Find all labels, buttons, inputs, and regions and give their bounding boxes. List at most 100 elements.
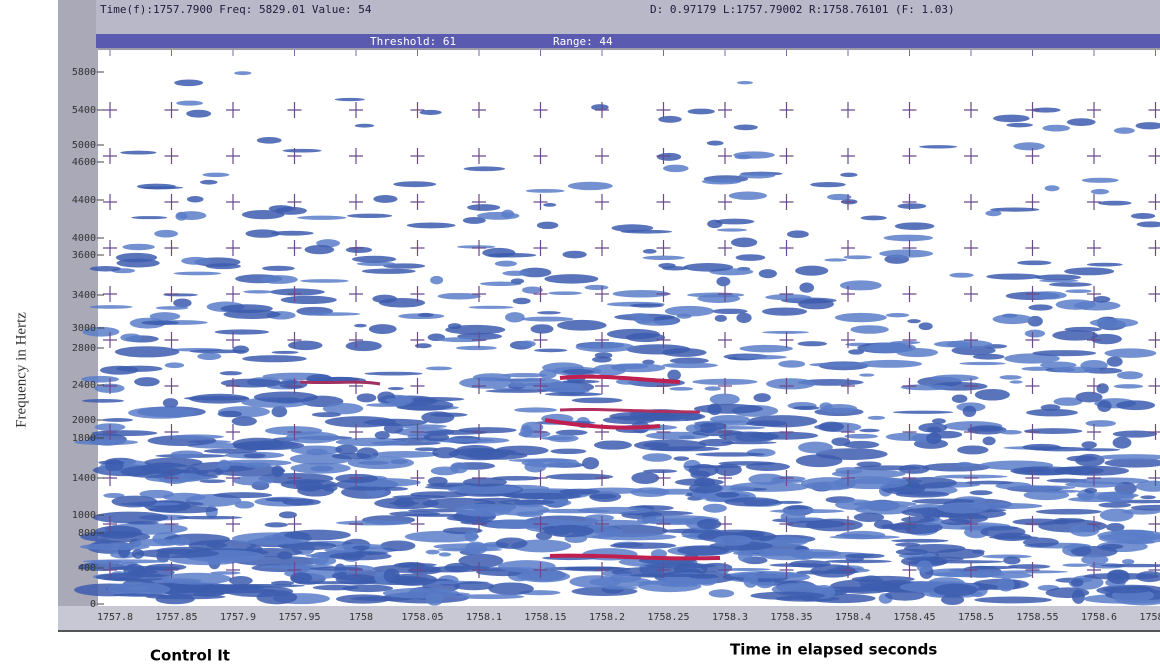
spectral-blob (786, 230, 809, 238)
grid-cross (533, 562, 548, 578)
spectral-blob (715, 491, 740, 498)
spectral-blob (352, 545, 370, 550)
y-tick-label: 5800 (72, 67, 96, 78)
spectral-blob (774, 500, 803, 504)
spectral-blob (795, 265, 829, 276)
grid-cross (779, 332, 794, 348)
grid-cross (533, 286, 548, 302)
x-tick-label: 1758.3 (712, 612, 748, 623)
spectral-blob (533, 348, 568, 353)
spectral-blob (487, 253, 537, 258)
spectral-blob (931, 571, 1006, 578)
grid-cross (226, 240, 240, 256)
spectral-blob (567, 181, 613, 191)
spectral-blob (999, 429, 1022, 435)
grid-cross (841, 102, 855, 118)
grid-cross (656, 562, 671, 578)
spectral-blob (835, 467, 863, 475)
spectral-blob (584, 284, 609, 291)
spectral-blob (1100, 563, 1160, 568)
spectral-blob (164, 362, 185, 369)
spectral-blob (438, 552, 452, 557)
grid-cross (164, 240, 179, 256)
spectral-blob (1086, 262, 1123, 267)
spectral-blob (300, 312, 361, 316)
spectral-blob (793, 406, 820, 410)
grid-cross (1148, 516, 1160, 532)
grid-cross (841, 378, 855, 394)
grid-cross (656, 148, 671, 164)
grid-cross (410, 148, 425, 164)
spectral-blob (462, 477, 508, 487)
spectral-blob (743, 573, 758, 588)
spectral-blob (972, 353, 1005, 360)
spectral-blob (559, 488, 600, 495)
spectral-blob (115, 252, 158, 263)
grid-cross (1087, 516, 1101, 532)
grid-cross (841, 424, 855, 440)
spectral-blob (186, 109, 212, 118)
spectral-blob (957, 445, 989, 455)
spectral-blob (417, 312, 434, 317)
spectral-blob (409, 397, 465, 402)
spectral-blob (136, 183, 176, 190)
spectral-blob (102, 418, 134, 422)
y-tick-label: 0 (90, 599, 96, 610)
spectral-blob (1135, 535, 1155, 541)
spectral-blob (1135, 480, 1160, 492)
x-tick-label: 1758.35 (770, 612, 812, 623)
spectral-blob (713, 535, 752, 546)
x-tick-label: 1758.25 (647, 612, 689, 623)
spectral-blob (669, 357, 709, 364)
grid-cross (103, 148, 117, 164)
spectral-blob (643, 442, 670, 448)
spectral-blob (965, 480, 1014, 485)
y-tick-label: 2800 (72, 343, 96, 354)
grid-cross (656, 240, 671, 256)
spectral-blob (220, 378, 283, 388)
grid-cross (226, 516, 240, 532)
spectral-blob (388, 573, 438, 586)
spectral-blob (234, 71, 252, 76)
grid-cross (164, 194, 179, 210)
grid-cross (410, 562, 425, 578)
spectral-blob (468, 305, 514, 309)
spectral-blob (374, 497, 439, 510)
grid-cross (595, 470, 609, 486)
spectral-blob (514, 407, 557, 413)
grid-cross (226, 194, 240, 210)
grid-cross (287, 378, 302, 394)
grid-cross (410, 102, 425, 118)
grid-cross (533, 194, 548, 210)
spectral-blob (128, 406, 195, 419)
x-tick-label: 1758.5 (958, 612, 994, 623)
spectral-blob (612, 290, 670, 298)
spectral-blob (916, 560, 933, 573)
spectral-blob (107, 582, 171, 597)
y-tick-label: 3600 (72, 250, 96, 261)
grid-cross (287, 470, 302, 486)
spectral-blob (141, 320, 179, 326)
grid-cross (656, 332, 671, 348)
grid-cross (718, 240, 732, 256)
spectral-blob (1116, 400, 1156, 411)
y-axis: 5800540050004600440040003600340030002800… (72, 67, 104, 610)
spectral-blob (181, 256, 211, 265)
spectral-blob (824, 258, 848, 262)
x-tick-label: 1758.15 (524, 612, 566, 623)
spectral-blob (859, 373, 875, 377)
grid-cross (1025, 424, 1040, 440)
spectral-blob (918, 423, 948, 433)
spectral-blob (858, 359, 923, 368)
spectral-blob (1112, 430, 1158, 438)
spectral-blob (980, 525, 1026, 538)
spectral-blob (134, 377, 160, 387)
grid-cross (164, 424, 179, 440)
spectral-blob (663, 164, 689, 173)
grid-cross (595, 148, 609, 164)
energy-streak (559, 374, 681, 384)
spectral-blob (114, 346, 180, 358)
spectral-blob (844, 433, 879, 439)
spectral-blob (729, 572, 808, 579)
spectral-blob (373, 195, 398, 203)
